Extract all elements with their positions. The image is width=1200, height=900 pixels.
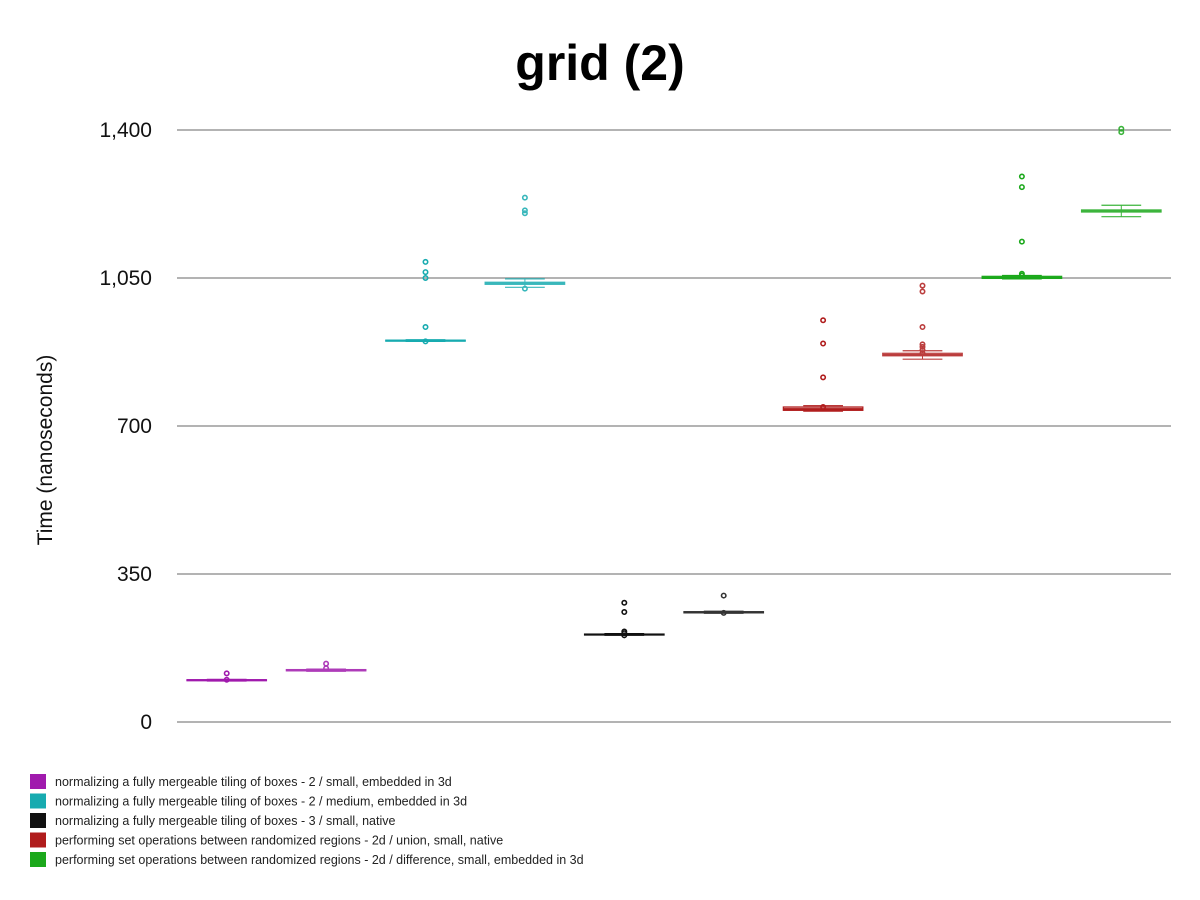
legend-label: normalizing a fully mergeable tiling of … [55, 775, 452, 789]
legend-item: performing set operations between random… [30, 832, 503, 848]
outlier-point [919, 341, 926, 348]
box-series [186, 125, 1162, 683]
outlier-point [919, 350, 926, 357]
series-5 [981, 125, 1162, 280]
outlier-point [422, 269, 429, 276]
series-1 [186, 660, 367, 683]
y-tick-label: 700 [117, 415, 152, 438]
legend-swatch [30, 813, 46, 828]
legend-label: normalizing a fully mergeable tiling of … [55, 795, 467, 809]
legend-item: normalizing a fully mergeable tiling of … [30, 793, 467, 809]
legend-item: normalizing a fully mergeable tiling of … [30, 774, 452, 789]
box-plot [583, 599, 665, 639]
box-plot [1080, 125, 1162, 218]
outlier-point [422, 258, 429, 265]
box-plot [782, 317, 864, 412]
outlier-point [820, 403, 827, 410]
outlier-point [521, 207, 528, 214]
y-tick-label: 1,050 [99, 267, 152, 290]
box-plot [186, 670, 268, 683]
outlier-point [521, 194, 528, 201]
outlier-point [919, 346, 926, 353]
legend-item: performing set operations between random… [30, 852, 584, 867]
box-plot [882, 282, 963, 360]
outlier-point [422, 274, 429, 281]
legend-swatch [30, 793, 46, 809]
y-axis-title: Time (nanoseconds) [34, 355, 57, 546]
legend-swatch [30, 852, 46, 867]
legend: normalizing a fully mergeable tiling of … [30, 774, 584, 867]
series-4 [782, 282, 963, 412]
outlier-point [1118, 125, 1125, 132]
outlier-point [720, 592, 727, 599]
outlier-point [422, 324, 429, 331]
legend-label: performing set operations between random… [55, 853, 584, 867]
y-tick-label: 0 [140, 711, 152, 734]
outlier-point [820, 340, 827, 347]
y-tick-label: 1,400 [99, 119, 152, 142]
outlier-point [919, 288, 926, 295]
chart-title: grid (2) [515, 35, 684, 91]
box-plot [484, 194, 566, 292]
outlier-point [1018, 238, 1025, 245]
outlier-point [422, 338, 429, 345]
outlier-point [621, 628, 628, 635]
outlier-point [720, 609, 727, 616]
y-tick-label: 350 [117, 563, 152, 586]
legend-swatch [30, 832, 46, 848]
outlier-point [323, 665, 330, 672]
series-2 [385, 194, 566, 345]
legend-item: normalizing a fully mergeable tiling of … [30, 813, 395, 828]
outlier-point [820, 317, 827, 324]
y-axis-ticks: 0 350 700 1,050 1,400 [99, 119, 152, 734]
outlier-point [1018, 270, 1025, 277]
outlier-point [1118, 129, 1125, 136]
outlier-point [919, 324, 926, 331]
legend-label: performing set operations between random… [55, 834, 503, 848]
outlier-point [621, 599, 628, 606]
outlier-point [1018, 173, 1025, 180]
outlier-point [323, 660, 330, 667]
outlier-point [820, 374, 827, 381]
legend-label: normalizing a fully mergeable tiling of … [55, 814, 395, 828]
box-plot [981, 173, 1063, 280]
outlier-point [521, 285, 528, 292]
outlier-point [919, 343, 926, 350]
outlier-point [521, 210, 528, 217]
legend-swatch [30, 774, 46, 789]
box-plot [385, 258, 466, 345]
outlier-point [919, 282, 926, 289]
outlier-point [223, 670, 230, 677]
outlier-point [1018, 184, 1025, 191]
box-plot [683, 592, 765, 616]
outlier-point [223, 676, 230, 683]
grid-lines [177, 129, 1171, 723]
outlier-point [621, 609, 628, 616]
series-3 [583, 592, 765, 639]
box-plot [285, 660, 367, 672]
